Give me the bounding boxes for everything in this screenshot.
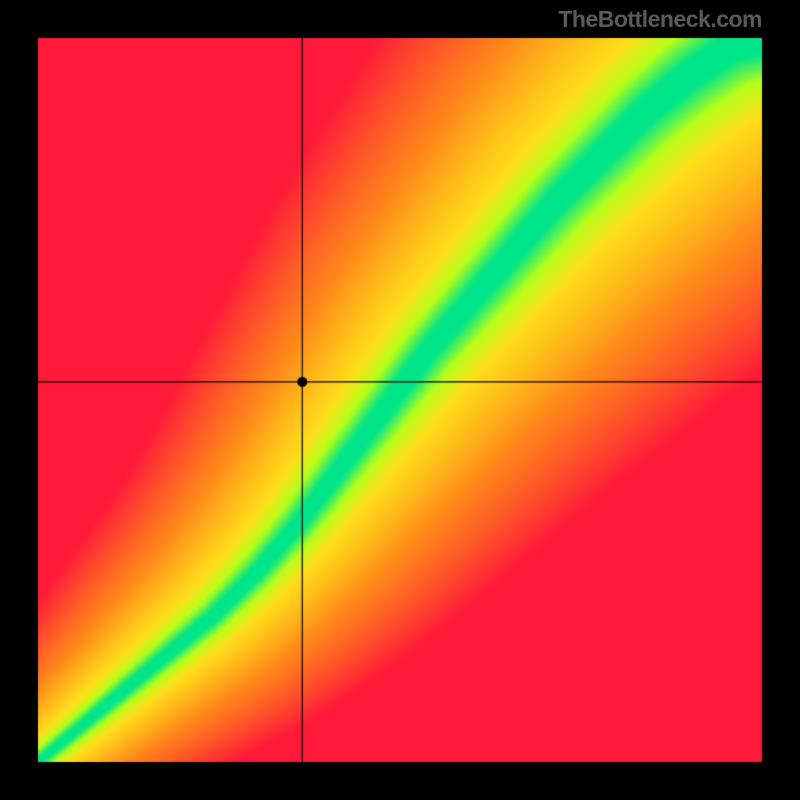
chart-container: TheBottleneck.com — [0, 0, 800, 800]
heatmap-canvas — [0, 0, 800, 800]
watermark-text: TheBottleneck.com — [558, 6, 762, 33]
